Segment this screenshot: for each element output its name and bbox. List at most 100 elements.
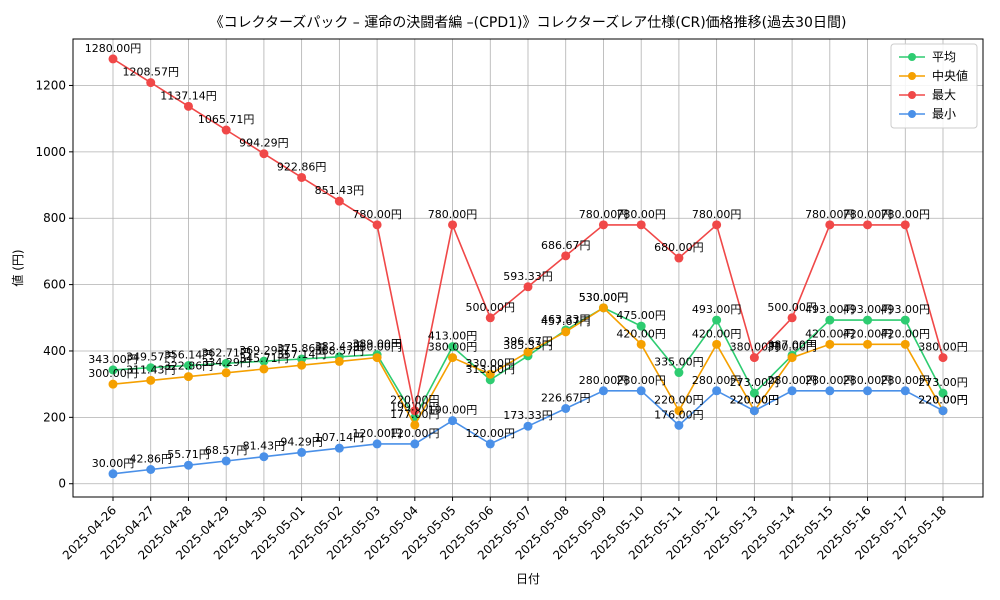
series-point xyxy=(749,388,759,398)
data-label: 380.00円 xyxy=(918,341,968,354)
y-tick-label: 1200 xyxy=(35,78,66,92)
data-label: 380.00円 xyxy=(767,341,817,354)
y-axis-ticks: 0 200 400 600 800 1000 1200 xyxy=(35,78,73,491)
series-point xyxy=(259,452,269,462)
series-point xyxy=(561,327,571,337)
chart-title: 《コレクターズパック – 運命の決闘者編 –(CPD1)》コレクターズレア仕様(… xyxy=(210,14,847,31)
series-point xyxy=(636,386,646,396)
series-point xyxy=(787,313,797,323)
data-label: 1280.00円 xyxy=(85,42,142,55)
data-label: 780.00円 xyxy=(616,208,666,221)
series-point xyxy=(183,460,193,470)
series-point xyxy=(372,353,382,363)
series-point xyxy=(863,386,873,396)
series-point xyxy=(523,347,533,357)
series-point xyxy=(712,220,722,230)
series-point xyxy=(108,469,118,479)
series-point xyxy=(183,361,193,371)
series-point xyxy=(297,172,307,182)
data-label: 176.00円 xyxy=(654,408,704,421)
series-point xyxy=(146,465,156,475)
series-point xyxy=(485,369,495,379)
series-point xyxy=(523,282,533,292)
series-point xyxy=(561,403,571,413)
data-label: 530.00円 xyxy=(579,291,629,304)
data-label: 385.33円 xyxy=(503,339,553,352)
data-label: 387.00円 xyxy=(767,338,817,351)
data-label: 68.57円 xyxy=(205,444,248,457)
series-group xyxy=(108,54,948,479)
series-point xyxy=(334,196,344,206)
data-label: 389.00円 xyxy=(352,338,402,351)
data-label: 177.00円 xyxy=(390,408,440,421)
data-label: 280.00円 xyxy=(616,374,666,387)
data-label: 530.00円 xyxy=(579,291,629,304)
series-point xyxy=(221,125,231,135)
data-label: 420.00円 xyxy=(616,327,666,340)
data-label: 190.00円 xyxy=(428,404,478,417)
data-label: 369.29円 xyxy=(239,344,289,357)
data-label: 280.00円 xyxy=(843,374,893,387)
data-label: 220.00円 xyxy=(730,394,780,407)
legend-box xyxy=(890,43,978,129)
series-point xyxy=(146,363,156,373)
series-point xyxy=(674,368,684,378)
data-label: 220.00円 xyxy=(654,394,704,407)
series-point xyxy=(561,251,571,261)
series-point xyxy=(825,220,835,230)
data-label: 120.00円 xyxy=(466,427,516,440)
data-label: 500.00円 xyxy=(767,301,817,314)
series-point xyxy=(183,372,193,382)
series-point xyxy=(297,354,307,364)
data-label: 220.00円 xyxy=(730,394,780,407)
series-point xyxy=(825,315,835,325)
series-point xyxy=(146,375,156,385)
series-point xyxy=(146,78,156,88)
data-label: 334.29円 xyxy=(201,356,251,369)
series-point xyxy=(448,220,458,230)
series-point xyxy=(749,406,759,416)
data-label: 686.67円 xyxy=(541,239,591,252)
data-label: 273.00円 xyxy=(730,376,780,389)
series-point xyxy=(825,386,835,396)
data-label: 313.00円 xyxy=(466,363,516,376)
series-point xyxy=(448,342,458,352)
data-label: 220.00円 xyxy=(918,394,968,407)
data-label: 380.00円 xyxy=(730,341,780,354)
data-label: 1137.14円 xyxy=(160,89,217,102)
data-label: 280.00円 xyxy=(579,374,629,387)
data-label: 413.00円 xyxy=(428,330,478,343)
series-point xyxy=(598,220,608,230)
data-label: 368.57円 xyxy=(315,344,365,357)
series-point xyxy=(485,439,495,449)
data-label: 330.00円 xyxy=(466,357,516,370)
data-label: 780.00円 xyxy=(805,208,855,221)
series-point xyxy=(448,353,458,363)
series-point xyxy=(372,439,382,449)
series-point xyxy=(334,356,344,366)
data-label: 463.33円 xyxy=(541,313,591,326)
series-point xyxy=(259,364,269,374)
series-point xyxy=(900,220,910,230)
y-tick-label: 400 xyxy=(43,344,66,358)
data-label: 357.14円 xyxy=(277,348,327,361)
data-label: 493.00円 xyxy=(805,303,855,316)
legend-swatch-marker xyxy=(908,53,916,61)
series-point xyxy=(108,365,118,375)
data-label: 780.00円 xyxy=(428,208,478,221)
y-tick-label: 800 xyxy=(43,211,66,225)
series-point xyxy=(674,253,684,263)
data-label: 780.00円 xyxy=(881,208,931,221)
series-point xyxy=(712,386,722,396)
series-point xyxy=(372,220,382,230)
data-label: 851.43円 xyxy=(315,184,365,197)
legend-swatch-marker xyxy=(908,91,916,99)
data-label: 420.00円 xyxy=(881,327,931,340)
data-label: 493.00円 xyxy=(843,303,893,316)
data-label: 343.00円 xyxy=(88,353,138,366)
series-point xyxy=(863,315,873,325)
series-point xyxy=(863,339,873,349)
series-point xyxy=(787,353,797,363)
